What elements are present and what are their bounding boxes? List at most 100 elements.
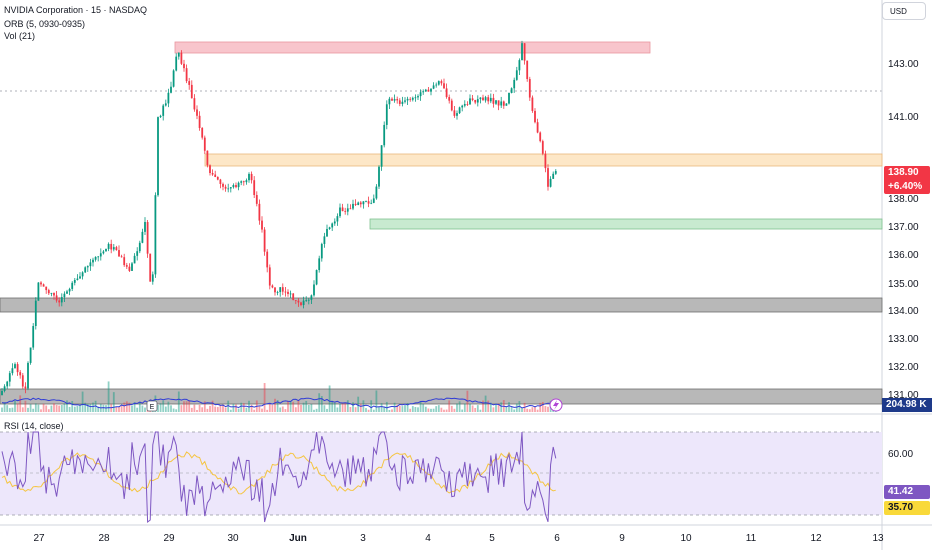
candle-body	[305, 300, 308, 302]
candle-body	[32, 326, 35, 348]
candle-body	[84, 267, 87, 273]
volume-bar	[375, 390, 378, 412]
volume-bar	[331, 400, 334, 412]
candle-body	[487, 97, 490, 102]
orb-legend[interactable]: ORB (5, 0930-0935)	[4, 19, 86, 29]
support-zone-lower[interactable]	[0, 388, 883, 405]
lightning-icon[interactable]	[549, 398, 563, 412]
volume-bar	[235, 404, 237, 412]
volume-bar	[419, 401, 422, 412]
volume-bar	[307, 404, 310, 412]
volume-bar	[47, 409, 50, 412]
volume-bar	[183, 401, 185, 412]
volume-bar	[432, 408, 435, 412]
support-zone[interactable]	[0, 297, 883, 313]
candle-body	[248, 173, 250, 181]
volume-bar	[474, 407, 477, 412]
volume-bar	[102, 404, 105, 412]
candle-body	[505, 103, 508, 106]
symbol-legend[interactable]: NVIDIA Corporation · 15 · NASDAQ	[4, 5, 148, 15]
candle-body	[128, 266, 131, 271]
candle-body	[469, 98, 471, 105]
price-tick: 133.00	[888, 334, 919, 345]
volume-bar	[287, 401, 289, 412]
candle-body	[162, 105, 165, 116]
volume-bar	[393, 402, 396, 412]
volume-bar	[274, 398, 276, 412]
volume-bar	[456, 403, 458, 412]
volume-bar	[266, 409, 269, 412]
volume-bar	[232, 403, 235, 412]
candle-body	[53, 292, 55, 296]
price-tick: 138.00	[888, 194, 919, 205]
rsi-legend[interactable]: RSI (14, close)	[4, 421, 64, 431]
candle-body	[201, 127, 204, 138]
time-label: 4	[425, 533, 431, 544]
volume-bar	[242, 403, 245, 412]
supply-zone[interactable]	[204, 153, 883, 167]
candle-body	[375, 186, 378, 199]
candle-body	[513, 79, 516, 89]
volume-bar	[383, 406, 386, 412]
candle-body	[359, 202, 362, 205]
volume-bar	[42, 403, 45, 412]
candle-body	[323, 236, 326, 244]
volume-bar	[8, 408, 11, 412]
volume-bar	[318, 393, 321, 412]
volume-bar	[365, 408, 367, 412]
candle-body	[8, 373, 11, 382]
candle-body	[19, 372, 22, 376]
candle-body	[203, 137, 206, 151]
candle-body	[183, 63, 185, 69]
volume-bar	[193, 404, 196, 412]
candle-body	[328, 227, 331, 229]
candle-body	[346, 208, 349, 212]
candle-body	[63, 293, 66, 298]
volume-bar	[167, 401, 170, 412]
candle-body	[287, 291, 289, 294]
volume-bar	[14, 400, 16, 412]
volume-bar	[19, 395, 22, 412]
volume-bar	[487, 400, 490, 412]
volume-bar	[185, 401, 188, 412]
volume-bar	[105, 405, 107, 412]
candle-body	[541, 141, 544, 154]
candle-body	[393, 99, 396, 101]
volume-bar	[16, 403, 19, 412]
candle-body	[157, 117, 159, 196]
demand-zone[interactable]	[369, 218, 883, 230]
candle-body	[214, 174, 217, 178]
volume-bar	[240, 402, 243, 412]
volume-bar	[380, 403, 383, 412]
time-label: 6	[554, 533, 560, 544]
volume-bar	[27, 407, 29, 412]
candle-body	[164, 103, 167, 106]
currency-button[interactable]: USD	[882, 2, 926, 20]
candle-body	[3, 386, 6, 391]
volume-bar	[11, 407, 14, 412]
candle-body	[180, 52, 183, 64]
volume-bar	[81, 391, 84, 412]
candle-body	[352, 203, 354, 209]
candle-body	[209, 165, 211, 174]
volume-bar	[73, 406, 76, 412]
price-change: +6.40%	[888, 181, 923, 192]
time-label: 28	[98, 533, 110, 544]
candle-body	[253, 180, 256, 196]
volume-bar	[495, 403, 497, 412]
candle-body	[110, 243, 113, 250]
candle-body	[16, 364, 19, 373]
time-label: 12	[810, 533, 822, 544]
candle-body	[365, 201, 367, 203]
candle-body	[297, 300, 300, 303]
earnings-marker-icon[interactable]: E	[146, 400, 158, 412]
candle-body	[40, 282, 42, 285]
candle-body	[388, 98, 391, 105]
volume-bar	[261, 408, 263, 412]
resistance-zone[interactable]	[174, 41, 651, 54]
candle-body	[492, 97, 495, 104]
vol-legend[interactable]: Vol (21)	[4, 31, 36, 41]
candle-body	[440, 81, 443, 84]
volume-bar	[352, 402, 354, 412]
